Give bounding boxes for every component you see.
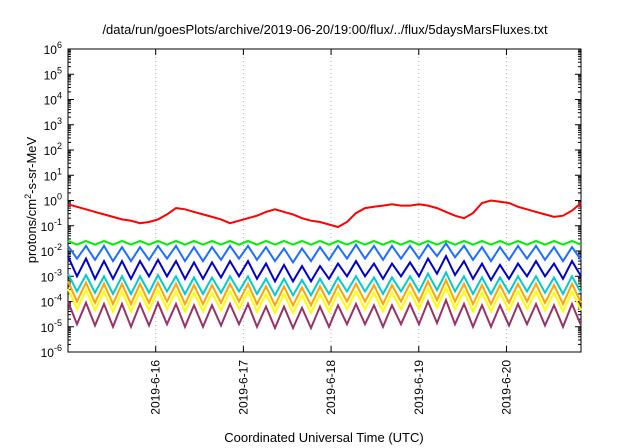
y-tick-base: 10: [44, 144, 58, 158]
y-tick-exp: -2: [54, 242, 62, 252]
series-line-1: [67, 239, 582, 246]
y-tick-label: 10-2: [41, 242, 62, 259]
y-axis-label-part2: -s-sr-MeV: [24, 136, 39, 193]
y-tick-label: 101: [44, 166, 62, 183]
series-line-4: [67, 270, 582, 298]
y-tick-exp: -4: [54, 293, 62, 303]
y-tick-label: 10-6: [41, 343, 62, 360]
x-axis-label: Coordinated Universal Time (UTC): [224, 430, 423, 445]
series-line-3: [67, 253, 582, 284]
x-tick-label: 2019-6-16: [149, 360, 163, 415]
y-tick-label: 10-1: [41, 217, 62, 234]
y-tick-exp: 3: [57, 116, 62, 126]
y-tick-exp: -6: [54, 343, 62, 353]
y-tick-exp: 5: [57, 65, 62, 75]
chart-title: /data/run/goesPlots/archive/2019-06-20/1…: [102, 22, 548, 37]
y-tick-base: 10: [44, 169, 58, 183]
series-line-6: [67, 285, 582, 316]
x-tick-label: 2019-6-19: [412, 360, 426, 415]
y-tick-label: 105: [44, 65, 62, 82]
y-tick-base: 10: [41, 346, 55, 360]
y-tick-label: 102: [44, 141, 62, 158]
y-axis-label-part1: protons/cm: [24, 199, 39, 263]
x-tick-label: 2019-6-20: [499, 360, 513, 415]
y-tick-label: 103: [44, 116, 62, 133]
y-tick-exp: 4: [57, 91, 62, 101]
series-line-5: [67, 277, 582, 308]
y-tick-exp: -3: [54, 267, 62, 277]
y-tick-base: 10: [44, 68, 58, 82]
y-tick-label: 100: [44, 192, 62, 209]
series-lines: [67, 199, 582, 331]
x-tick-label: 2019-6-18: [324, 360, 338, 415]
y-tick-base: 10: [44, 119, 58, 133]
y-tick-label: 106: [44, 40, 62, 57]
y-tick-label: 104: [44, 91, 62, 108]
x-axis-ticks: 2019-6-16 2019-6-17 2019-6-18 2019-6-19 2019…: [149, 49, 513, 415]
series-line-2: [67, 241, 582, 265]
y-axis-label: protons/cm2-s-sr-MeV: [23, 136, 39, 263]
y-tick-exp: -5: [54, 318, 62, 328]
y-tick-exp: 2: [57, 141, 62, 151]
y-tick-base: 10: [41, 270, 55, 284]
y-tick-label: 10-4: [41, 293, 62, 310]
plot-frame: [67, 48, 582, 353]
series-line-7: [67, 297, 582, 331]
y-tick-label: 10-5: [41, 318, 62, 335]
series-line-0: [67, 199, 582, 229]
x-tick-label: 2019-6-17: [236, 360, 250, 415]
y-tick-base: 10: [41, 296, 55, 310]
y-tick-exp: -1: [54, 217, 62, 227]
y-tick-exp: 0: [57, 192, 62, 202]
y-tick-base: 10: [44, 195, 58, 209]
y-tick-label: 10-3: [41, 267, 62, 284]
y-tick-base: 10: [41, 220, 55, 234]
y-tick-base: 10: [41, 245, 55, 259]
y-axis-ticks: 10-610-510-410-310-210-11001011021031041…: [41, 40, 581, 360]
y-tick-base: 10: [44, 43, 58, 57]
y-tick-base: 10: [41, 321, 55, 335]
y-tick-exp: 1: [57, 166, 62, 176]
y-axis-label-exp: 2: [23, 194, 33, 199]
y-tick-exp: 6: [57, 40, 62, 50]
y-tick-base: 10: [44, 94, 58, 108]
